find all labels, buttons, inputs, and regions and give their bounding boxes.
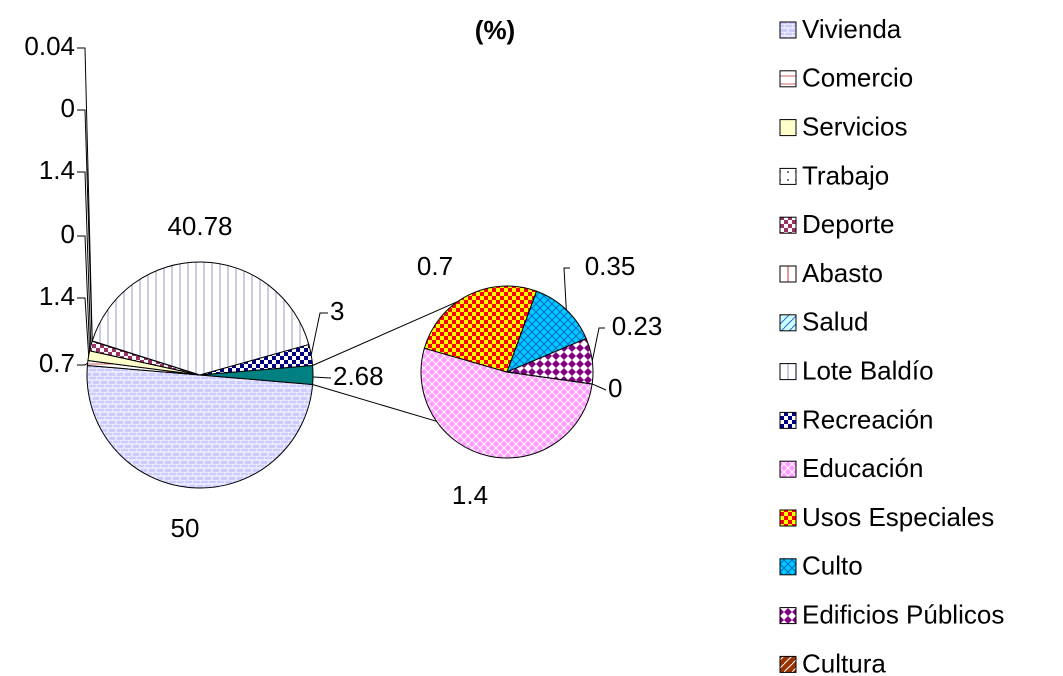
data-label: 1.4 [452,480,488,510]
legend-label: Educación [802,453,923,483]
legend-label: Culto [802,551,863,581]
leader-line [312,376,332,379]
data-label: 0.04 [24,31,75,61]
connector-line [312,384,437,422]
legend-swatch [779,265,797,283]
leader-line [310,312,328,356]
legend-label: Edificios Públicos [802,599,1004,629]
pie-slice [86,364,314,489]
legend-label: Abasto [802,258,883,288]
data-label: 1.4 [39,281,75,311]
data-label: 2.68 [333,361,384,391]
legend-swatch [779,119,797,137]
legend-label: Comercio [802,63,913,93]
leader-line [77,362,88,366]
legend-label: Deporte [802,209,895,239]
pie-slice [506,290,587,373]
legend-label: Cultura [802,648,886,676]
legend-swatch [779,558,797,576]
legend-label: Servicios [802,111,907,141]
legend-swatch [779,363,797,381]
leader-line [77,109,93,342]
legend-label: Vivienda [802,14,902,44]
data-label: 0.23 [612,311,663,341]
data-label: 50 [171,513,200,543]
legend-swatch [779,314,797,332]
leader-line [563,267,570,310]
legend-label: Trabajo [802,160,889,190]
data-label: 0.7 [417,251,453,281]
legend-label: Recreación [802,404,934,434]
leader-line [77,235,91,351]
connector-line [312,301,458,366]
data-label: 0.35 [585,251,636,281]
legend-swatch [779,70,797,88]
leader-line [77,47,93,342]
data-label: 0.7 [39,348,75,378]
pie-slice [91,261,310,376]
data-label: 3 [330,296,344,326]
data-label: 0 [608,373,622,403]
data-label: 0 [61,93,75,123]
data-label: 0 [61,219,75,249]
pie-slice [420,347,593,459]
leader-line [591,327,605,361]
data-label: 1.4 [39,155,75,185]
pie-slice [199,364,314,386]
leader-line [591,383,607,391]
legend-swatch [779,607,797,625]
legend-label: Usos Especiales [802,502,994,532]
legend-swatch [779,460,797,478]
legend-label: Salud [802,307,869,337]
legend-label: Lote Baldío [802,355,934,385]
pie-slice [505,337,594,385]
legend-swatch [779,655,797,673]
legend-swatch [779,216,797,234]
chart-title: (%) [475,15,515,45]
leader-line [77,171,92,346]
legend-swatch [779,411,797,429]
legend-swatch [779,509,797,527]
legend-swatch [779,21,797,39]
legend-swatch [779,167,797,185]
pie-slice [423,285,538,373]
leader-line [77,297,90,356]
data-label: 40.78 [167,211,232,241]
